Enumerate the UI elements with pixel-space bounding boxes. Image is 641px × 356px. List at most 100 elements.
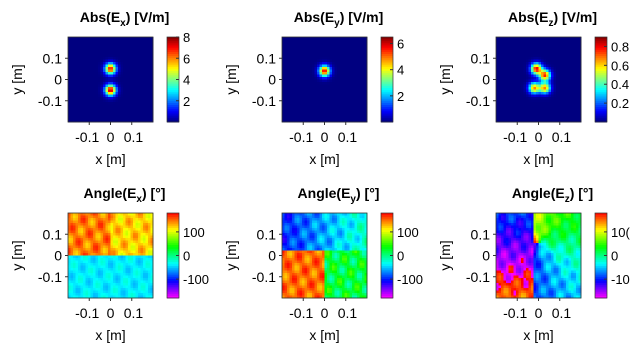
- heatmap-cell: [571, 80, 574, 83]
- heatmap-cell: [141, 90, 144, 93]
- heatmap-cell: [292, 112, 295, 115]
- heatmap-cell: [305, 80, 308, 83]
- heatmap-cell: [320, 62, 323, 65]
- heatmap-cell: [327, 47, 330, 50]
- heatmap-cell: [133, 55, 136, 58]
- heatmap-cell: [320, 50, 323, 53]
- heatmap-cell: [148, 77, 151, 80]
- heatmap-cell: [76, 243, 79, 246]
- colorbar-tick-label: 4: [397, 63, 404, 78]
- heatmap-cell: [287, 62, 290, 65]
- heatmap-cell: [111, 50, 114, 53]
- heatmap-cell: [121, 221, 124, 224]
- heatmap-cell: [118, 223, 121, 226]
- heatmap-cell: [131, 233, 134, 236]
- heatmap-cell: [305, 60, 308, 63]
- heatmap-cell: [561, 75, 564, 78]
- heatmap-cell: [337, 97, 340, 100]
- heatmap-cell: [534, 82, 537, 85]
- heatmap-cell: [362, 77, 365, 80]
- heatmap-cell: [534, 60, 537, 63]
- heatmap-cell: [123, 72, 126, 75]
- heatmap-cell: [93, 273, 96, 276]
- heatmap-cell: [526, 57, 529, 60]
- heatmap-cell: [335, 62, 338, 65]
- heatmap-cell: [300, 87, 303, 90]
- heatmap-cell: [68, 102, 71, 105]
- heatmap-cell: [81, 40, 84, 43]
- heatmap-cell: [509, 110, 512, 113]
- heatmap-cell: [302, 52, 305, 55]
- heatmap-cell: [128, 223, 131, 226]
- heatmap-cell: [549, 70, 552, 73]
- heatmap-cell: [332, 218, 335, 221]
- heatmap-cell: [81, 281, 84, 284]
- heatmap-cell: [297, 85, 300, 88]
- heatmap-cell: [143, 238, 146, 241]
- heatmap-cell: [330, 97, 333, 100]
- heatmap-cell: [342, 216, 345, 219]
- heatmap-cell: [76, 45, 79, 48]
- heatmap-cell: [320, 112, 323, 115]
- heatmap-cell: [116, 105, 119, 108]
- heatmap-cell: [546, 47, 549, 50]
- heatmap-cell: [73, 233, 76, 236]
- heatmap-cell: [305, 65, 308, 68]
- heatmap-cell: [521, 67, 524, 70]
- heatmap-cell: [101, 286, 104, 289]
- heatmap-cell: [355, 107, 358, 110]
- heatmap-cell: [519, 112, 522, 115]
- heatmap-cell: [111, 62, 114, 65]
- heatmap-cell: [68, 221, 71, 224]
- heatmap-cell: [83, 67, 86, 70]
- heatmap-cell: [287, 213, 290, 216]
- heatmap-cell: [546, 60, 549, 63]
- heatmap-cell: [539, 85, 542, 88]
- heatmap-cell: [138, 102, 141, 105]
- heatmap-cell: [285, 102, 288, 105]
- heatmap-cell: [335, 57, 338, 60]
- heatmap-cell: [96, 70, 99, 73]
- heatmap-cell: [123, 115, 126, 118]
- heatmap-cell: [551, 52, 554, 55]
- heatmap-cell: [123, 278, 126, 281]
- heatmap-cell: [576, 85, 579, 88]
- heatmap-cell: [355, 37, 358, 40]
- heatmap-cell: [524, 107, 527, 110]
- heatmap-cell: [133, 253, 136, 256]
- heatmap-cell: [81, 85, 84, 88]
- heatmap-cell: [355, 57, 358, 60]
- heatmap-cell: [564, 72, 567, 75]
- heatmap-cell: [118, 231, 121, 234]
- heatmap-cell: [88, 52, 91, 55]
- heatmap-cell: [317, 52, 320, 55]
- heatmap-cell: [133, 45, 136, 48]
- heatmap-cell: [141, 236, 144, 239]
- heatmap-cell: [514, 97, 517, 100]
- heatmap-cell: [564, 115, 567, 118]
- heatmap-cell: [71, 60, 74, 63]
- heatmap-cell: [101, 243, 104, 246]
- heatmap-cell: [360, 107, 363, 110]
- heatmap-cell: [141, 238, 144, 241]
- heatmap-cell: [116, 216, 119, 219]
- heatmap-cell: [352, 45, 355, 48]
- heatmap-cell: [143, 213, 146, 216]
- heatmap-cell: [83, 97, 86, 100]
- heatmap-cell: [501, 50, 504, 53]
- heatmap-cell: [516, 92, 519, 95]
- heatmap-cell: [342, 90, 345, 93]
- heatmap-cell: [71, 261, 74, 264]
- heatmap-cell: [101, 268, 104, 271]
- heatmap-cell: [571, 55, 574, 58]
- heatmap-cell: [123, 228, 126, 231]
- x-tick-label: -0.1: [503, 129, 527, 145]
- heatmap-cell: [131, 288, 134, 291]
- heatmap-cell: [524, 90, 527, 93]
- heatmap-cell: [529, 67, 532, 70]
- heatmap-cell: [126, 218, 129, 221]
- heatmap-cell: [148, 100, 151, 103]
- heatmap-cell: [118, 288, 121, 291]
- heatmap-cell: [526, 55, 529, 58]
- heatmap-cell: [131, 286, 134, 289]
